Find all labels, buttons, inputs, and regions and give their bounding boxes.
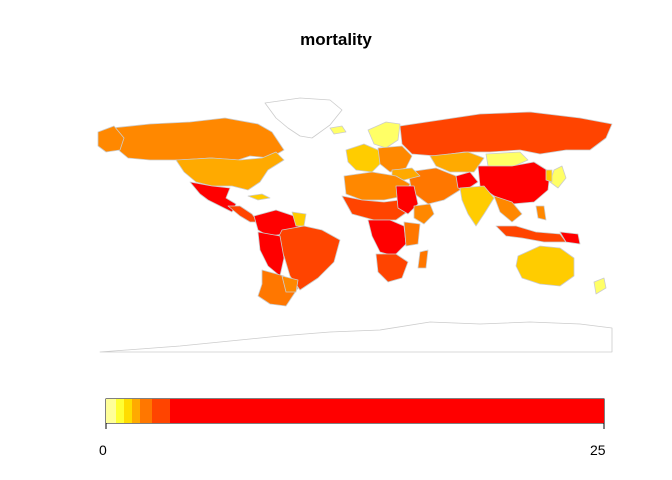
japan-shape	[549, 165, 567, 189]
australia-shape	[515, 245, 575, 287]
legend-swatch	[124, 399, 132, 423]
central-america-shape	[227, 205, 259, 223]
legend-min-label: 0	[99, 442, 107, 458]
legend-swatch	[140, 399, 152, 423]
antarctica-shape	[99, 321, 613, 353]
indonesia-shape	[495, 225, 567, 243]
canada-shape	[111, 117, 285, 161]
kazakhstan-shape	[429, 151, 485, 173]
southeast-asia-shape	[493, 195, 523, 223]
southern-africa-shape	[375, 253, 409, 283]
legend-swatch	[106, 399, 116, 423]
russia-shape	[399, 111, 613, 157]
eastern-europe-shape	[377, 145, 413, 173]
horn-of-africa-shape	[413, 203, 435, 225]
central-africa-shape	[367, 219, 407, 257]
philippines-shape	[535, 205, 547, 221]
country-shapes	[97, 97, 613, 353]
paraguay-uruguay-shape	[281, 275, 299, 293]
alaska-shape	[97, 125, 125, 153]
new-zealand-shape	[593, 277, 607, 295]
papua-new-guinea-shape	[559, 231, 581, 245]
iceland-shape	[329, 125, 347, 135]
usa-shape	[175, 151, 285, 191]
legend-max-label: 25	[590, 442, 606, 458]
afghanistan-shape	[455, 171, 479, 191]
greenland-shape	[264, 97, 343, 139]
scandinavia-shape	[367, 121, 401, 149]
caribbean-shape	[247, 193, 271, 201]
madagascar-shape	[417, 249, 429, 269]
western-europe-shape	[345, 143, 383, 173]
legend-swatch	[132, 399, 140, 423]
mexico-shape	[189, 181, 237, 213]
sudan-shape	[395, 185, 419, 215]
map-title: mortality	[300, 30, 372, 49]
mongolia-shape	[485, 151, 529, 169]
korea-shape	[545, 169, 553, 183]
legend-swatches	[106, 399, 604, 423]
legend-swatch	[116, 399, 124, 423]
east-africa-shape	[403, 221, 421, 247]
legend-swatch	[152, 399, 170, 423]
andes-shape	[257, 231, 285, 277]
legend-color-bar	[105, 398, 605, 429]
legend-swatch	[170, 399, 604, 423]
india-shape	[459, 185, 495, 227]
